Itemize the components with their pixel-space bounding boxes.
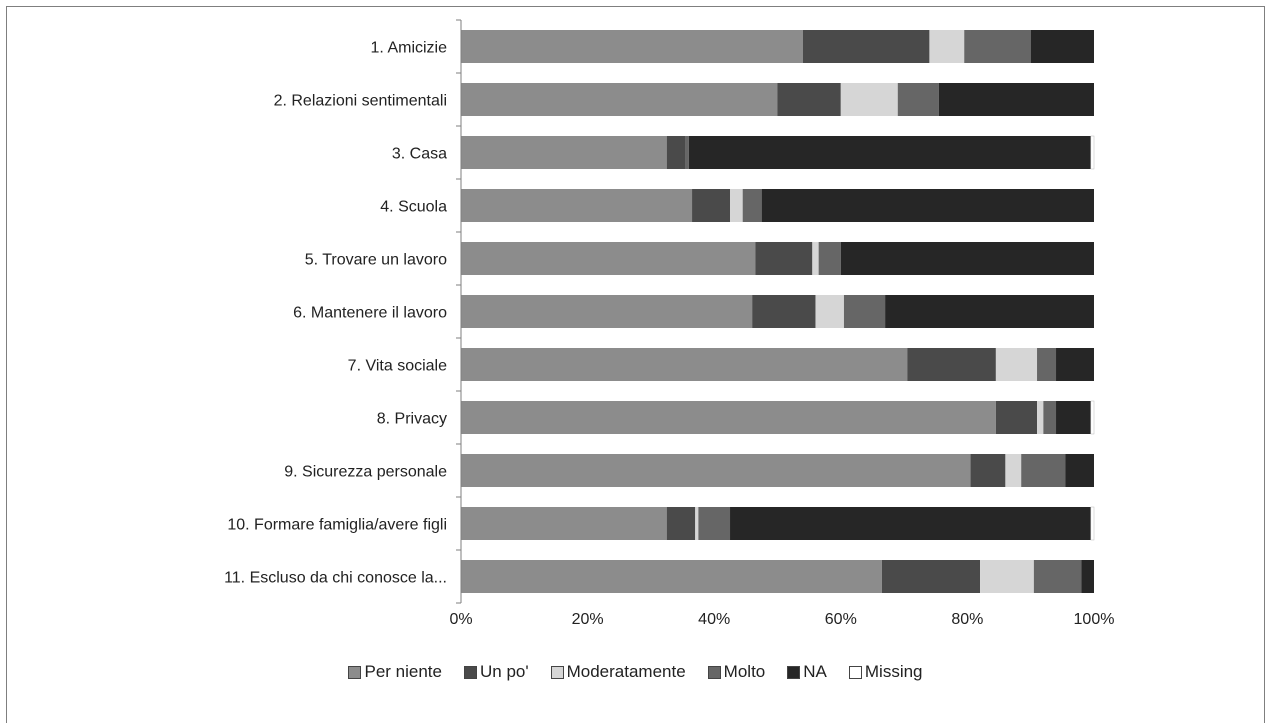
- bar-segment-7-per-niente: [461, 348, 908, 381]
- bar-segment-4-moderatamente: [730, 189, 743, 222]
- bar-segment-10-moderatamente: [695, 507, 699, 540]
- bar-segment-3-un-po-: [666, 136, 686, 169]
- bar-segment-4-un-po-: [692, 189, 731, 222]
- legend-label: Missing: [864, 662, 923, 681]
- bar-segment-10-missing: [1090, 506, 1095, 541]
- legend-label: Molto: [723, 662, 766, 681]
- bar-segment-6-molto: [843, 295, 886, 328]
- bar-segment-6-per-niente: [461, 295, 753, 328]
- bar-segment-7-na: [1056, 348, 1094, 381]
- bar-segment-10-na: [730, 507, 1091, 540]
- legend-label: NA: [803, 662, 827, 681]
- legend-item: Molto: [707, 662, 766, 682]
- bar-segment-2-moderatamente: [840, 83, 898, 116]
- category-label: 2. Relazioni sentimentali: [274, 93, 447, 110]
- bar-segment-7-moderatamente: [995, 348, 1038, 381]
- bars-group: [461, 30, 1095, 593]
- bar-segment-3-na: [688, 136, 1091, 169]
- legend-swatch: [348, 665, 362, 679]
- legend: Per niente Un po' Moderatamente Molto NA Miss…: [0, 662, 1271, 682]
- bar-segment-9-molto: [1021, 454, 1066, 487]
- bar-segment-9-un-po-: [970, 454, 1006, 487]
- bar-segment-6-un-po-: [752, 295, 816, 328]
- legend-swatch: [463, 665, 477, 679]
- legend-label: Per niente: [364, 662, 442, 681]
- bar-segment-5-per-niente: [461, 242, 756, 275]
- category-label: 4. Scuola: [380, 199, 447, 216]
- bar-segment-4-na: [761, 189, 1094, 222]
- bar-segment-8-per-niente: [461, 401, 996, 434]
- category-label: 5. Trovare un lavoro: [305, 252, 447, 269]
- bar-segment-11-moderatamente: [980, 560, 1034, 593]
- bar-segment-11-un-po-: [881, 560, 981, 593]
- bar-segment-3-missing: [1090, 135, 1095, 170]
- x-tick-label: 80%: [951, 611, 983, 628]
- category-label: 3. Casa: [392, 146, 447, 163]
- bar-segment-1-un-po-: [802, 30, 930, 63]
- category-label: 6. Mantenere il lavoro: [293, 305, 447, 322]
- legend-swatch: [707, 665, 721, 679]
- bar-segment-10-molto: [698, 507, 731, 540]
- bar-segment-2-na: [938, 83, 1094, 116]
- bar-segment-6-na: [885, 295, 1094, 328]
- category-label: 9. Sicurezza personale: [284, 464, 447, 481]
- legend-label: Moderatamente: [566, 662, 686, 681]
- category-label: 8. Privacy: [377, 411, 447, 428]
- bar-segment-2-molto: [897, 83, 939, 116]
- legend-item: NA: [787, 662, 827, 682]
- x-tick-label: 20%: [572, 611, 604, 628]
- legend-item: Un po': [463, 662, 529, 682]
- category-label: 10. Formare famiglia/avere figli: [227, 517, 447, 534]
- bar-segment-11-molto: [1033, 560, 1082, 593]
- legend-item: Moderatamente: [550, 662, 686, 682]
- legend-swatch: [848, 665, 862, 679]
- bar-segment-8-un-po-: [995, 401, 1038, 434]
- bar-segment-8-missing: [1090, 400, 1095, 435]
- bar-segment-3-molto: [685, 136, 689, 169]
- bar-segment-1-na: [1030, 30, 1094, 63]
- bar-segment-3-per-niente: [461, 136, 667, 169]
- bar-segment-5-molto: [818, 242, 841, 275]
- bar-segment-10-per-niente: [461, 507, 667, 540]
- bar-segment-7-molto: [1037, 348, 1057, 381]
- legend-swatch: [787, 665, 801, 679]
- labels-group: 1. Amicizie 2. Relazioni sentimentali 3. C…: [224, 40, 1114, 629]
- bar-segment-9-per-niente: [461, 454, 971, 487]
- legend-item: Per niente: [348, 662, 442, 682]
- legend-item: Missing: [848, 662, 923, 682]
- x-tick-label: 60%: [825, 611, 857, 628]
- bar-segment-1-moderatamente: [929, 30, 965, 63]
- legend-swatch: [550, 665, 564, 679]
- category-label: 11. Escluso da chi conosce la...: [224, 570, 447, 587]
- category-label: 1. Amicizie: [371, 40, 448, 57]
- bar-segment-11-per-niente: [461, 560, 882, 593]
- legend-label: Un po': [479, 662, 529, 681]
- x-tick-label: 0%: [449, 611, 472, 628]
- bar-segment-2-per-niente: [461, 83, 778, 116]
- bar-segment-6-moderatamente: [815, 295, 844, 328]
- bar-segment-8-na: [1056, 401, 1091, 434]
- x-tick-label: 40%: [698, 611, 730, 628]
- bar-segment-1-molto: [964, 30, 1031, 63]
- bar-segment-10-un-po-: [666, 507, 696, 540]
- bar-segment-5-moderatamente: [812, 242, 819, 275]
- bar-segment-9-na: [1065, 454, 1094, 487]
- x-tick-label: 100%: [1074, 611, 1115, 628]
- axes-group: [456, 19, 462, 604]
- bar-segment-2-un-po-: [777, 83, 841, 116]
- bar-segment-11-na: [1081, 560, 1094, 593]
- bar-segment-4-per-niente: [461, 189, 693, 222]
- bar-segment-5-na: [840, 242, 1094, 275]
- bar-segment-1-per-niente: [461, 30, 803, 63]
- bar-segment-5-un-po-: [755, 242, 813, 275]
- category-label: 7. Vita sociale: [348, 358, 447, 375]
- bar-segment-8-moderatamente: [1037, 401, 1044, 434]
- bar-segment-8-molto: [1043, 401, 1057, 434]
- bar-segment-7-un-po-: [907, 348, 996, 381]
- bar-segment-9-moderatamente: [1005, 454, 1022, 487]
- bar-segment-4-molto: [742, 189, 762, 222]
